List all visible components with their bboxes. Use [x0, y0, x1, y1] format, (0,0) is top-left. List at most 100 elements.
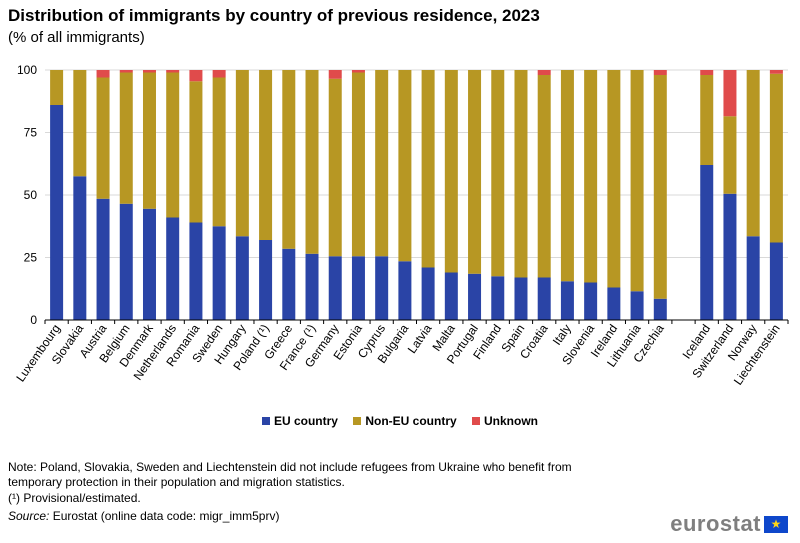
- bar-non-eu-country-24: [607, 70, 621, 288]
- bar-eu-country-19: [491, 276, 505, 320]
- bar-non-eu-country-29: [746, 70, 760, 237]
- chart-subtitle: (% of all immigrants): [8, 29, 145, 46]
- bar-non-eu-country-26: [653, 75, 667, 299]
- legend-item-unknown: Unknown: [472, 414, 538, 428]
- bar-non-eu-country-9: [259, 70, 273, 240]
- y-tick-label: 75: [24, 126, 38, 140]
- bar-unknown-27: [700, 70, 714, 75]
- bar-non-eu-country-23: [584, 70, 598, 283]
- bar-eu-country-15: [398, 261, 412, 320]
- bar-non-eu-country-12: [328, 78, 342, 257]
- eurostat-logo: eurostat ★: [670, 511, 788, 537]
- bar-unknown-2: [96, 70, 110, 78]
- bar-unknown-6: [189, 70, 203, 82]
- bar-unknown-30: [769, 70, 783, 74]
- bar-eu-country-24: [607, 287, 621, 320]
- bar-non-eu-country-8: [235, 70, 249, 237]
- bar-non-eu-country-2: [96, 77, 110, 199]
- y-tick-label: 0: [30, 313, 37, 327]
- legend-swatch-non-eu: [353, 417, 362, 425]
- footnote-note: Note: Poland, Slovakia, Sweden and Liech…: [8, 460, 572, 489]
- legend-label-eu: EU country: [273, 414, 338, 428]
- bar-eu-country-16: [421, 267, 435, 320]
- bar-non-eu-country-1: [73, 70, 87, 177]
- bar-eu-country-4: [142, 208, 156, 320]
- eu-flag-icon: ★: [764, 515, 788, 533]
- bar-eu-country-7: [212, 226, 226, 320]
- source-label: Source:: [8, 509, 50, 523]
- bar-eu-country-14: [375, 256, 389, 320]
- bar-non-eu-country-3: [119, 72, 133, 204]
- bar-eu-country-23: [584, 282, 598, 320]
- bar-non-eu-country-0: [50, 70, 64, 105]
- y-tick-label: 25: [24, 251, 38, 265]
- bar-eu-country-8: [235, 236, 249, 320]
- bar-eu-country-17: [444, 272, 458, 320]
- bar-unknown-26: [653, 70, 667, 75]
- legend-item-eu: EU country: [261, 414, 338, 428]
- bar-unknown-21: [537, 70, 551, 75]
- bar-non-eu-country-11: [305, 70, 319, 254]
- bar-eu-country-9: [259, 240, 273, 320]
- bar-eu-country-0: [50, 105, 64, 320]
- bar-non-eu-country-27: [700, 75, 714, 165]
- bar-non-eu-country-17: [444, 70, 458, 273]
- bar-eu-country-21: [537, 277, 551, 320]
- eurostat-logo-text: eurostat: [670, 511, 761, 536]
- bar-non-eu-country-7: [212, 77, 226, 227]
- bar-non-eu-country-20: [514, 70, 528, 278]
- bar-eu-country-3: [119, 203, 133, 320]
- bar-non-eu-country-10: [282, 70, 296, 249]
- bar-eu-country-6: [189, 222, 203, 320]
- bar-eu-country-28: [723, 193, 737, 320]
- legend-label-unknown: Unknown: [484, 414, 539, 428]
- bar-unknown-7: [212, 70, 226, 78]
- bar-unknown-12: [328, 70, 342, 79]
- y-tick-label: 50: [24, 188, 38, 202]
- bar-non-eu-country-4: [142, 72, 156, 209]
- bar-eu-country-12: [328, 256, 342, 320]
- legend-swatch-eu: [261, 417, 270, 425]
- eu-flag-stars: ★: [770, 516, 782, 531]
- legend-item-non-eu: Non-EU country: [353, 414, 457, 428]
- bar-non-eu-country-28: [723, 116, 737, 194]
- bar-eu-country-20: [514, 277, 528, 320]
- bar-non-eu-country-30: [769, 73, 783, 243]
- footnote-source: Source: Eurostat (online data code: migr…: [8, 509, 279, 524]
- chart-legend: EU country Non-EU country Unknown: [0, 414, 800, 428]
- bar-eu-country-1: [73, 176, 87, 320]
- bar-unknown-3: [119, 70, 133, 73]
- y-tick-label: 100: [17, 63, 37, 77]
- bar-non-eu-country-5: [166, 72, 180, 218]
- bar-eu-country-13: [351, 256, 365, 320]
- bar-eu-country-27: [700, 165, 714, 320]
- legend-swatch-unknown: [472, 417, 481, 425]
- bar-eu-country-25: [630, 291, 644, 320]
- bar-unknown-13: [351, 70, 365, 73]
- bar-non-eu-country-16: [421, 70, 435, 268]
- bar-non-eu-country-18: [468, 70, 482, 274]
- bar-non-eu-country-22: [560, 70, 574, 282]
- bar-eu-country-2: [96, 198, 110, 320]
- footnote-provisional: (¹) Provisional/estimated.: [8, 491, 141, 505]
- bar-eu-country-11: [305, 253, 319, 320]
- bar-non-eu-country-14: [375, 70, 389, 257]
- bar-eu-country-30: [769, 242, 783, 320]
- bar-eu-country-10: [282, 248, 296, 320]
- bar-eu-country-22: [560, 281, 574, 320]
- bar-non-eu-country-13: [351, 72, 365, 257]
- bar-eu-country-5: [166, 217, 180, 320]
- legend-label-non-eu: Non-EU country: [365, 414, 457, 428]
- bar-unknown-4: [142, 70, 156, 73]
- bar-eu-country-18: [468, 273, 482, 320]
- bar-non-eu-country-19: [491, 70, 505, 277]
- stacked-bar-chart: 0255075100LuxembourgSlovakiaAustriaBelgi…: [13, 63, 789, 388]
- bar-unknown-28: [723, 70, 737, 117]
- bar-non-eu-country-25: [630, 70, 644, 292]
- bar-eu-country-29: [746, 236, 760, 320]
- source-text: Eurostat (online data code: migr_imm5prv…: [52, 509, 280, 523]
- bar-non-eu-country-21: [537, 75, 551, 278]
- bar-eu-country-26: [653, 298, 667, 320]
- bar-non-eu-country-6: [189, 81, 203, 223]
- bar-non-eu-country-15: [398, 70, 412, 262]
